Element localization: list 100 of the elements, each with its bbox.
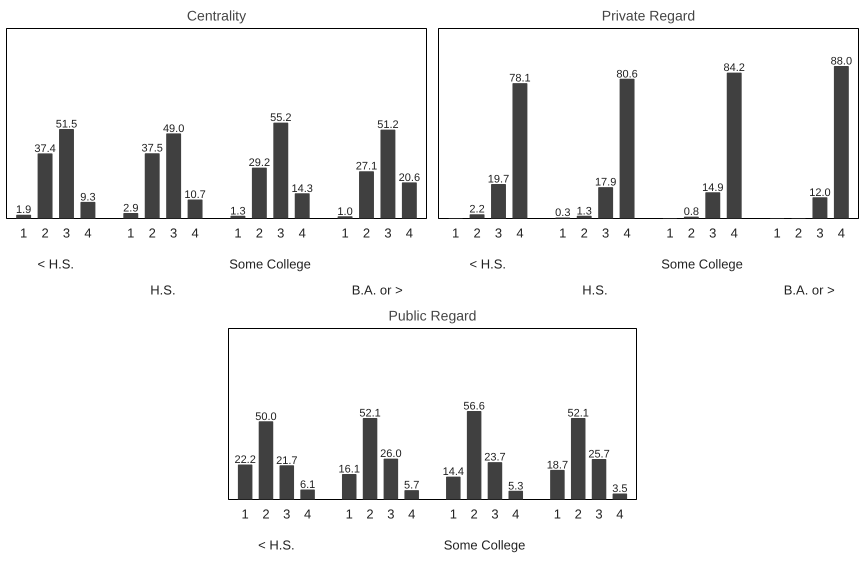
data-label: 17.9 — [594, 176, 616, 189]
x-tick-label: 4 — [406, 226, 413, 240]
data-label: 16.1 — [338, 463, 360, 476]
x-tick-label: 1 — [554, 506, 562, 522]
data-label: 5.3 — [508, 480, 524, 492]
text: B.A. or > — [352, 282, 403, 298]
x-tick-label: 2 — [366, 506, 374, 522]
data-label: 56.6 — [463, 400, 485, 413]
x-tick-label: 3 — [277, 226, 284, 240]
x-tick-label: 2 — [580, 226, 588, 240]
text: Some College — [229, 256, 311, 272]
x-tick-label: 3 — [283, 506, 290, 522]
text: B.A. or > — [784, 282, 835, 298]
chart-title: Public Regard — [388, 308, 476, 324]
data-label: 49.0 — [162, 122, 184, 135]
data-label: 50.0 — [255, 410, 277, 423]
x-tick-label: 2 — [148, 226, 156, 240]
text: Some College — [661, 256, 743, 272]
text: < H.S. — [258, 538, 295, 552]
data-label: 1.3 — [230, 205, 246, 218]
x-tick-label: 4 — [616, 506, 624, 522]
text: H.S. — [150, 282, 176, 298]
x-tick-label: 3 — [494, 226, 502, 240]
data-label: 29.2 — [248, 157, 270, 170]
x-tick-label: 4 — [838, 226, 845, 240]
x-tick-label: 2 — [470, 506, 478, 522]
data-label: 26.0 — [380, 448, 402, 460]
x-tick-label: 1 — [773, 226, 781, 240]
data-label: 1.9 — [16, 204, 32, 216]
x-tick-label: 3 — [170, 226, 178, 240]
x-tick-label: 3 — [602, 226, 610, 240]
data-label: 21.7 — [276, 454, 298, 467]
data-label: 51.2 — [377, 119, 399, 132]
x-tick-label: 4 — [512, 506, 520, 522]
x-tick-label: 2 — [256, 226, 263, 240]
x-tick-label: 2 — [688, 226, 695, 240]
data-label: 88.0 — [830, 56, 852, 68]
data-label: 14.9 — [702, 182, 724, 194]
data-label: 51.5 — [56, 118, 78, 131]
x-tick-label: 2 — [262, 506, 270, 522]
x-tick-label: 1 — [242, 506, 249, 522]
x-tick-label: 3 — [595, 506, 603, 522]
chart-title: Centrality — [186, 8, 246, 24]
data-label: 19.7 — [488, 173, 510, 186]
x-tick-label: 2 — [473, 226, 481, 240]
data-label: 2.9 — [123, 202, 138, 214]
data-label: 5.7 — [404, 480, 420, 492]
data-label: 27.1 — [356, 160, 378, 173]
data-label: 14.3 — [292, 182, 313, 195]
x-tick-label: 3 — [62, 226, 70, 240]
x-tick-label: 4 — [304, 506, 312, 522]
x-tick-label: 3 — [384, 226, 392, 240]
x-tick-label: 2 — [574, 506, 582, 522]
x-tick-label: 4 — [408, 506, 416, 522]
data-label: 52.1 — [568, 408, 589, 420]
data-label: 12.0 — [809, 186, 831, 199]
x-tick-label: 3 — [816, 226, 824, 240]
data-label: 6.1 — [300, 479, 316, 492]
data-label: 0.8 — [684, 206, 700, 218]
data-label: 10.7 — [184, 189, 206, 202]
x-tick-label: 4 — [516, 226, 524, 240]
x-tick-label: 1 — [234, 226, 242, 240]
data-label: 37.4 — [34, 142, 56, 155]
x-tick-label: 4 — [730, 226, 738, 240]
data-label: 0.3 — [555, 206, 570, 219]
x-tick-label: 4 — [623, 226, 631, 240]
data-label: 9.3 — [80, 191, 96, 204]
x-tick-label: 2 — [41, 226, 49, 240]
text: < H.S. — [38, 256, 74, 272]
data-label: 37.5 — [142, 142, 163, 155]
x-tick-label: 3 — [387, 506, 394, 522]
data-label: 1.0 — [337, 206, 353, 218]
data-label: 52.1 — [359, 408, 381, 420]
data-label: 25.7 — [588, 448, 610, 461]
data-label: 1.3 — [576, 205, 592, 218]
x-tick-label: 1 — [341, 226, 349, 240]
x-tick-label: 1 — [20, 226, 28, 240]
x-tick-label: 3 — [709, 226, 716, 240]
data-label: 22.2 — [234, 454, 256, 466]
x-tick-label: 4 — [298, 226, 306, 240]
data-label: 18.7 — [546, 459, 568, 472]
x-tick-label: 4 — [84, 226, 92, 240]
data-label: 80.6 — [616, 68, 638, 80]
text: H.S. — [582, 282, 608, 298]
x-tick-label: 2 — [362, 226, 370, 240]
x-tick-label: 4 — [191, 226, 199, 240]
x-tick-label: 1 — [666, 226, 674, 240]
data-label: 84.2 — [724, 62, 745, 74]
text: < H.S. — [470, 256, 506, 272]
x-tick-label: 1 — [127, 226, 134, 240]
x-tick-label: 1 — [559, 226, 566, 240]
text: Some College — [444, 538, 526, 552]
data-label: 2.2 — [469, 204, 485, 216]
data-label: 3.5 — [612, 483, 628, 496]
data-label: 23.7 — [484, 452, 506, 464]
data-label: 20.6 — [398, 172, 420, 184]
x-tick-label: 1 — [346, 506, 353, 522]
x-tick-label: 2 — [794, 226, 802, 240]
chart-title: Private Regard — [602, 8, 696, 24]
x-tick-label: 1 — [450, 506, 457, 522]
